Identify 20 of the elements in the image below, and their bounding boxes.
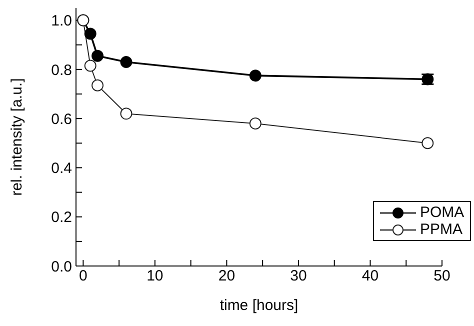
- point: [84, 28, 96, 40]
- y-tick-label: 0.4: [51, 160, 72, 178]
- point: [249, 70, 262, 82]
- x-axis-title: time [hours]: [220, 297, 298, 314]
- y-axis-title: rel. intensity [a.u.]: [8, 78, 26, 196]
- y-tick-label: 0.8: [51, 62, 72, 79]
- point: [120, 56, 132, 68]
- x-tick-label: 10: [146, 268, 164, 285]
- legend-label: PPMA: [420, 221, 463, 238]
- y-tick-label: 0.2: [51, 209, 72, 226]
- point: [92, 50, 104, 62]
- y-tick-label: 0.0: [51, 258, 72, 276]
- y-tick-label: 1.0: [51, 12, 72, 30]
- x-tick-label: 30: [290, 268, 307, 285]
- x-tick-label: 50: [434, 268, 450, 285]
- x-tick-label: 0: [79, 268, 88, 285]
- y-tick-label: 0.6: [51, 110, 72, 128]
- x-tick-label: 20: [218, 268, 236, 285]
- legend-label: POMA: [420, 204, 464, 221]
- x-tick-label: 40: [362, 268, 379, 285]
